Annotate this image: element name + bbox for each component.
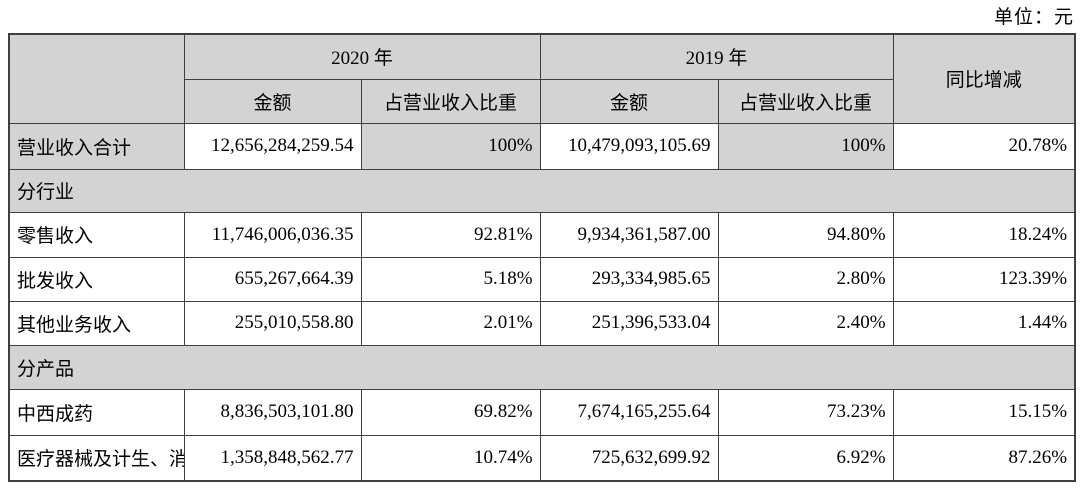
amount-2019-cell: 9,934,361,587.00 <box>539 211 719 258</box>
share-2020-cell: 92.81% <box>360 211 541 258</box>
share-2019-cell: 100% <box>717 122 894 170</box>
share-2020-cell: 2.01% <box>360 300 541 346</box>
amount-2020-cell: 11,746,006,036.35 <box>183 211 362 258</box>
table-row-total: 营业收入合计 12,656,284,259.54 100% 10,479,093… <box>8 122 1076 170</box>
revenue-breakdown-table: 2020 年 2019 年 同比增减 金额 占营业收入比重 金额 占营业收入比重… <box>8 33 1077 482</box>
amount-2020-cell: 255,010,558.80 <box>183 300 362 346</box>
unit-label: 单位：元 <box>993 7 1074 28</box>
year-2019-header: 2019 年 <box>539 33 894 80</box>
amount-2020-cell: 8,836,503,101.80 <box>183 388 362 436</box>
share-2020-cell: 100% <box>360 122 541 170</box>
share-2020-header: 占营业收入比重 <box>360 78 541 124</box>
share-2020-cell: 5.18% <box>360 256 541 302</box>
row-label: 零售收入 <box>8 211 185 258</box>
row-label: 营业收入合计 <box>8 122 185 170</box>
share-2020-cell: 10.74% <box>360 434 541 482</box>
header-row-metrics: 金额 占营业收入比重 金额 占营业收入比重 <box>9 78 1075 124</box>
yoy-change-header: 同比增减 <box>892 33 1076 124</box>
share-2019-cell: 2.80% <box>717 256 894 302</box>
amount-2019-cell: 725,632,699.92 <box>539 434 719 482</box>
row-label: 医疗器械及计生、消 <box>8 434 185 482</box>
year-2020-header: 2020 年 <box>183 33 541 80</box>
yoy-cell: 20.78% <box>892 122 1076 170</box>
yoy-cell: 15.15% <box>892 388 1076 436</box>
yoy-cell: 123.39% <box>892 256 1076 302</box>
header-row-years: 2020 年 2019 年 同比增减 <box>8 33 1076 124</box>
share-2020-cell: 69.82% <box>360 388 541 436</box>
table-row-wholesale: 批发收入 655,267,664.39 5.18% 293,334,985.65… <box>8 256 1076 302</box>
row-label: 中西成药 <box>8 388 185 436</box>
section-label: 分产品 <box>8 344 1076 390</box>
share-2019-header: 占营业收入比重 <box>717 78 894 124</box>
share-2019-cell: 6.92% <box>717 434 894 482</box>
yoy-cell: 18.24% <box>892 211 1076 258</box>
amount-2019-cell: 7,674,165,255.64 <box>539 388 719 436</box>
amount-2020-cell: 12,656,284,259.54 <box>183 122 362 170</box>
amount-2019-cell: 293,334,985.65 <box>539 256 719 302</box>
amount-2020-header: 金额 <box>183 78 362 124</box>
section-label: 分行业 <box>8 168 1076 213</box>
amount-2020-cell: 655,267,664.39 <box>183 256 362 302</box>
share-2019-cell: 94.80% <box>717 211 894 258</box>
row-label: 批发收入 <box>8 256 185 302</box>
section-row-industry: 分行业 <box>8 168 1076 213</box>
amount-2020-cell: 1,358,848,562.77 <box>183 434 362 482</box>
yoy-cell: 87.26% <box>892 434 1076 482</box>
table-row-other: 其他业务收入 255,010,558.80 2.01% 251,396,533.… <box>8 300 1076 346</box>
amount-2019-header: 金额 <box>539 78 719 124</box>
amount-2019-cell: 10,479,093,105.69 <box>539 122 719 170</box>
section-row-product: 分产品 <box>8 344 1076 390</box>
yoy-cell: 1.44% <box>892 300 1076 346</box>
share-2019-cell: 73.23% <box>717 388 894 436</box>
row-label: 其他业务收入 <box>8 300 185 346</box>
corner-blank-cell <box>8 33 185 124</box>
table-row-devices: 医疗器械及计生、消 1,358,848,562.77 10.74% 725,63… <box>8 434 1076 482</box>
share-2019-cell: 2.40% <box>717 300 894 346</box>
table-row-retail: 零售收入 11,746,006,036.35 92.81% 9,934,361,… <box>8 211 1076 258</box>
amount-2019-cell: 251,396,533.04 <box>539 300 719 346</box>
table-row-medicine: 中西成药 8,836,503,101.80 69.82% 7,674,165,2… <box>8 388 1076 436</box>
